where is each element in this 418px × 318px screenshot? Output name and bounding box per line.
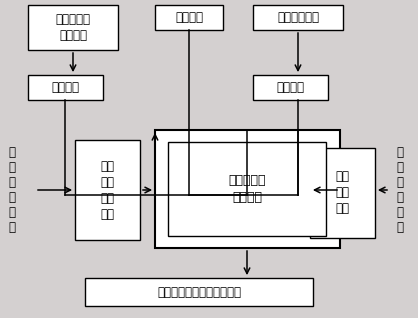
Text: 可见光散射强度和目视星等: 可见光散射强度和目视星等 xyxy=(157,286,241,299)
Bar xyxy=(155,130,340,248)
Text: 可见光散射
特性分析: 可见光散射 特性分析 xyxy=(228,174,266,204)
Text: 几何
建模
面元
剖分: 几何 建模 面元 剖分 xyxy=(100,160,115,220)
Text: 探测波段: 探测波段 xyxy=(175,11,203,24)
Bar xyxy=(85,278,313,306)
Bar xyxy=(253,75,328,100)
Bar xyxy=(28,5,118,50)
Text: 探测方位参数: 探测方位参数 xyxy=(277,11,319,24)
Text: 卫星轨道与
姿态参数: 卫星轨道与 姿态参数 xyxy=(56,13,91,42)
Bar xyxy=(155,5,223,30)
Bar xyxy=(28,75,103,100)
Text: 表面
材料
建模: 表面 材料 建模 xyxy=(336,170,349,216)
Bar xyxy=(168,142,326,236)
Text: 几
何
参
数
输
入: 几 何 参 数 输 入 xyxy=(8,146,15,234)
Bar xyxy=(253,5,343,30)
Text: 材
料
参
数
输
入: 材 料 参 数 输 入 xyxy=(397,146,403,234)
Bar xyxy=(310,148,375,238)
Text: 光照计算: 光照计算 xyxy=(51,81,79,94)
Bar xyxy=(75,140,140,240)
Text: 坐标变换: 坐标变换 xyxy=(276,81,304,94)
